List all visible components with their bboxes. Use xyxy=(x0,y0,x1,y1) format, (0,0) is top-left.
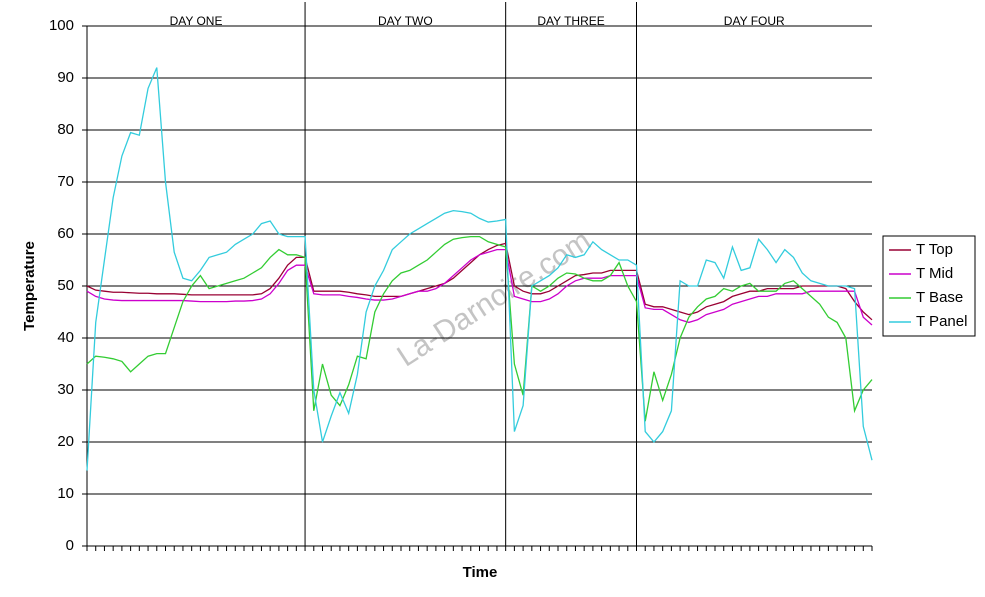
legend-label: T Base xyxy=(916,289,963,306)
day-label: DAY ONE xyxy=(170,14,223,28)
day-label: DAY THREE xyxy=(537,14,604,28)
y-tick-label: 90 xyxy=(57,69,74,86)
legend-box xyxy=(882,235,976,337)
day-label: DAY FOUR xyxy=(724,14,785,28)
day-label: DAY TWO xyxy=(378,14,433,28)
x-axis-title: Time xyxy=(463,564,498,581)
y-tick-label: 70 xyxy=(57,173,74,190)
legend-label: T Mid xyxy=(916,265,953,282)
y-tick-label: 0 xyxy=(66,537,74,554)
y-tick-label: 50 xyxy=(57,277,74,294)
y-tick-label: 20 xyxy=(57,433,74,450)
y-tick-label: 10 xyxy=(57,485,74,502)
y-tick-label: 100 xyxy=(49,17,74,34)
series-line xyxy=(86,235,873,422)
legend-label: T Panel xyxy=(916,313,967,330)
y-axis-title: Temperature xyxy=(21,241,38,331)
y-tick-label: 60 xyxy=(57,225,74,242)
y-tick-label: 80 xyxy=(57,121,74,138)
series-line xyxy=(86,67,873,471)
legend-label: T Top xyxy=(916,241,953,258)
y-tick-label: 30 xyxy=(57,381,74,398)
y-tick-label: 40 xyxy=(57,329,74,346)
series-line xyxy=(86,248,873,326)
